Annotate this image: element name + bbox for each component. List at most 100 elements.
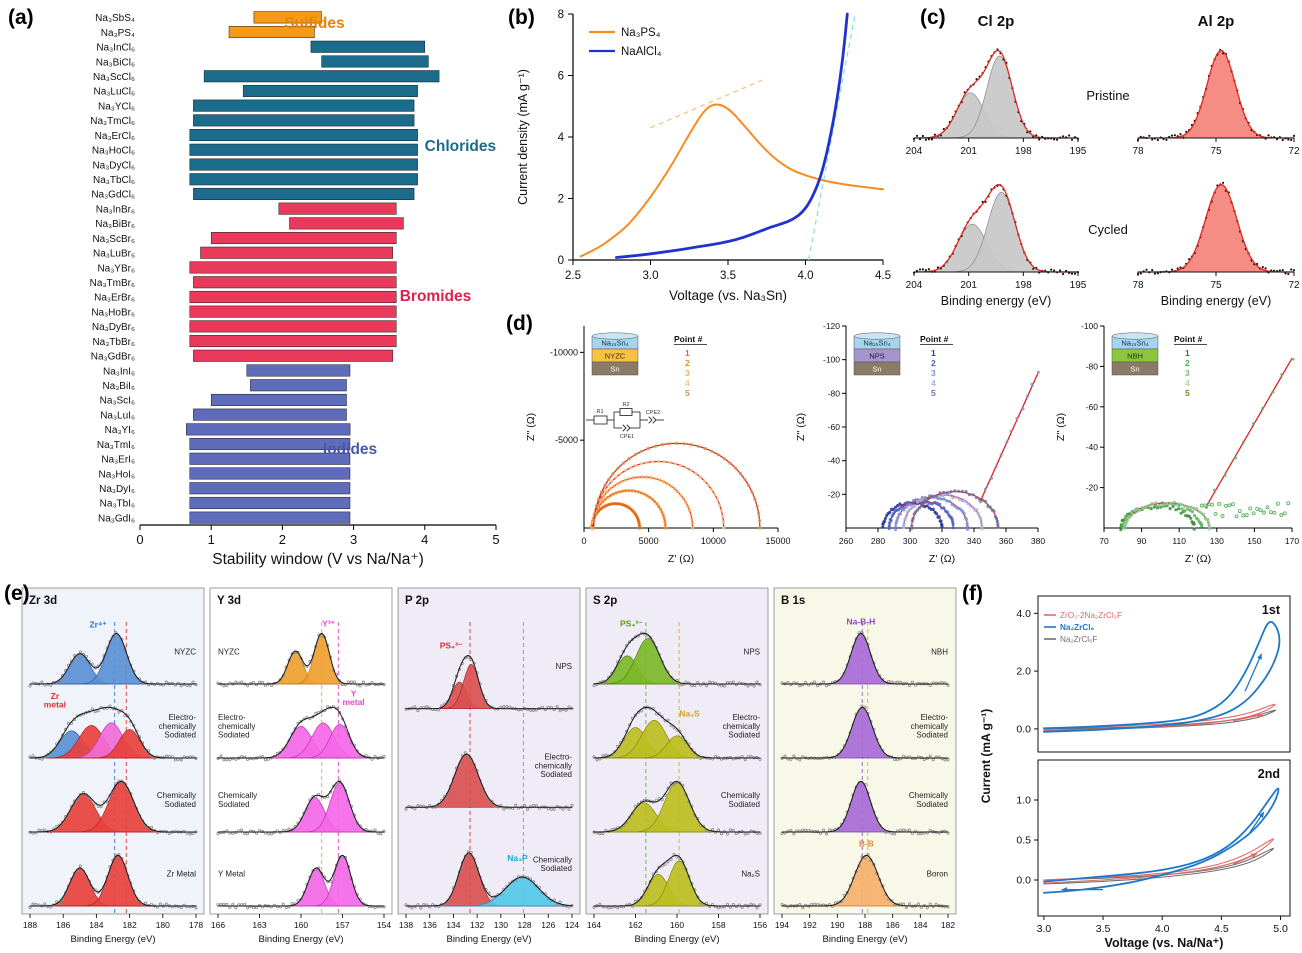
xps-trace: NYZC Zr⁴⁺ — [28, 620, 198, 688]
stability-bar — [321, 55, 429, 68]
panel-c-label: (c) — [920, 6, 946, 29]
svg-text:150: 150 — [1247, 536, 1261, 546]
svg-text:182: 182 — [941, 920, 955, 930]
svg-text:1: 1 — [208, 532, 215, 547]
svg-text:Na₃LuCl₆: Na₃LuCl₆ — [94, 87, 135, 98]
spectrum: 204 201 198 195 — [906, 48, 1087, 157]
cv-curves — [1043, 620, 1281, 733]
panel-e-xps-zr3d: Zr 3dNYZCZr⁴⁺Electro-chemicallySodiatedZ… — [21, 587, 205, 945]
svg-text:-20: -20 — [1086, 483, 1099, 493]
svg-text:Na₃BiCl₆: Na₃BiCl₆ — [96, 57, 135, 68]
svg-text:CPE1: CPE1 — [620, 434, 634, 440]
svg-text:Na₃GdI₆: Na₃GdI₆ — [98, 513, 135, 524]
svg-text:NPS: NPS — [556, 662, 572, 671]
cv-curves — [1043, 787, 1280, 894]
titles: Cl 2p Al 2p Pristine Cycled — [978, 13, 1235, 237]
svg-text:198: 198 — [1015, 280, 1032, 291]
svg-text:Na₃PS₄: Na₃PS₄ — [101, 28, 135, 39]
svg-text:Electro-: Electro- — [920, 713, 948, 722]
svg-text:Current density (mA g⁻¹): Current density (mA g⁻¹) — [516, 69, 530, 205]
group-labels: Sulfides Chlorides Bromides Iodides — [284, 15, 496, 458]
stability-bar — [193, 99, 415, 112]
svg-text:metal: metal — [342, 697, 364, 707]
xps-trace: Boron B-B — [780, 839, 950, 910]
svg-text:10000: 10000 — [701, 536, 726, 546]
panel-d-nyquist-nbh: 70 90 110 130 150 170 -20 -40 -60 -80 -100 Z' (Ω) Z'… — [1055, 321, 1299, 565]
legend: Na₃PS₄ NaAlCl₄ — [589, 27, 662, 58]
svg-text:Na₁₅Sn₄: Na₁₅Sn₄ — [601, 339, 628, 348]
svg-text:Na₂S: Na₂S — [741, 869, 760, 878]
xps-trace: NBH Na-B-H — [780, 617, 950, 688]
svg-text:360: 360 — [999, 536, 1013, 546]
svg-text:4: 4 — [558, 132, 565, 144]
svg-text:Na₃TmI₆: Na₃TmI₆ — [97, 440, 135, 451]
stability-bar — [210, 232, 397, 245]
svg-text:164: 164 — [587, 920, 601, 930]
svg-text:chemically: chemically — [911, 722, 948, 731]
svg-text:Na₃LuI₆: Na₃LuI₆ — [100, 410, 135, 421]
svg-text:Na₃YCl₆: Na₃YCl₆ — [98, 101, 135, 112]
svg-text:162: 162 — [628, 920, 642, 930]
svg-text:156: 156 — [753, 920, 767, 930]
svg-text:Sodiated: Sodiated — [916, 731, 948, 740]
svg-text:Chemically: Chemically — [533, 855, 572, 864]
svg-text:4.0: 4.0 — [1016, 608, 1031, 620]
panel-e-xps-b1s: B 1sNBHNa-B-HElectro-chemicallySodiatedC… — [773, 587, 957, 945]
svg-text:4.5: 4.5 — [1214, 923, 1229, 935]
stability-bar — [193, 276, 397, 289]
svg-text:Sodiated: Sodiated — [164, 800, 196, 809]
svg-text:5000: 5000 — [639, 536, 659, 546]
svg-text:Na₃InI₆: Na₃InI₆ — [103, 366, 135, 377]
svg-text:4.0: 4.0 — [1155, 923, 1170, 935]
svg-text:Na₃GdBr₆: Na₃GdBr₆ — [91, 352, 135, 363]
xps-trace: NYZC Y³⁺ — [216, 619, 386, 688]
svg-text:Na₃SbS₄: Na₃SbS₄ — [95, 13, 135, 24]
svg-text:Point #: Point # — [920, 334, 949, 344]
svg-text:166: 166 — [211, 920, 225, 930]
svg-text:S 2p: S 2p — [593, 595, 617, 607]
svg-text:Sodiated: Sodiated — [728, 800, 760, 809]
svg-text:Na₃LuBr₆: Na₃LuBr₆ — [93, 249, 135, 260]
svg-text:340: 340 — [967, 536, 981, 546]
svg-text:Binding Energy (eV): Binding Energy (eV) — [634, 934, 719, 945]
stability-bar — [189, 438, 351, 451]
svg-text:Bromides: Bromides — [400, 288, 472, 305]
svg-text:1: 1 — [685, 348, 690, 358]
svg-text:Sodiated: Sodiated — [218, 800, 250, 809]
svg-text:Y³⁺: Y³⁺ — [322, 619, 336, 629]
plot-frame: 0.0 0.5 1.0 — [1016, 759, 1291, 917]
svg-text:Point #: Point # — [1174, 334, 1203, 344]
svg-text:1st: 1st — [1262, 603, 1281, 617]
svg-text:3.5: 3.5 — [720, 270, 736, 282]
svg-text:160: 160 — [670, 920, 684, 930]
spectrum: 204 201 198 195 — [906, 183, 1087, 291]
stability-bar — [189, 158, 418, 171]
svg-text:Na₃ErCl₆: Na₃ErCl₆ — [95, 131, 135, 142]
svg-text:136: 136 — [423, 920, 437, 930]
legend: ZrO₂-2Na₂ZrCl₅F Na₂ZrCl₆ Na₂ZrCl₅F — [1044, 611, 1122, 644]
svg-text:188: 188 — [23, 920, 37, 930]
svg-text:190: 190 — [830, 920, 844, 930]
stability-bar — [189, 143, 418, 156]
svg-text:Na-B-H: Na-B-H — [846, 617, 875, 627]
svg-text:-10000: -10000 — [550, 347, 578, 357]
x-axis: 166 163 160 157 154 Binding Energy (eV) — [211, 914, 391, 945]
svg-text:Sodiated: Sodiated — [916, 800, 948, 809]
x-axis: 138 136 134 132 130 128 126 124 Binding Energy (… — [399, 914, 579, 945]
svg-text:Sodiated: Sodiated — [164, 731, 196, 740]
svg-text:P 2p: P 2p — [405, 595, 429, 607]
stability-bar — [246, 364, 351, 377]
svg-text:8: 8 — [558, 9, 564, 21]
svg-text:Electro-: Electro- — [168, 713, 196, 722]
svg-text:Zr Metal: Zr Metal — [167, 869, 197, 878]
svg-text:Chemically: Chemically — [218, 791, 257, 800]
svg-text:chemically: chemically — [159, 722, 196, 731]
svg-text:Na₃ScBr₆: Na₃ScBr₆ — [92, 234, 135, 245]
svg-text:-5000: -5000 — [555, 435, 578, 445]
svg-text:72: 72 — [1288, 146, 1300, 157]
